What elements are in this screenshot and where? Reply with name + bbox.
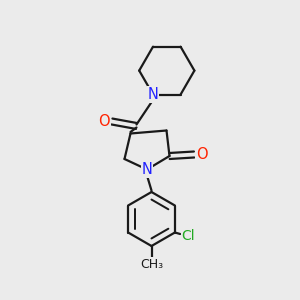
Text: Cl: Cl	[182, 229, 195, 242]
Text: O: O	[99, 114, 110, 129]
Text: O: O	[196, 147, 207, 162]
Text: N: N	[148, 87, 158, 102]
Text: N: N	[142, 162, 152, 177]
Text: CH₃: CH₃	[140, 257, 163, 271]
